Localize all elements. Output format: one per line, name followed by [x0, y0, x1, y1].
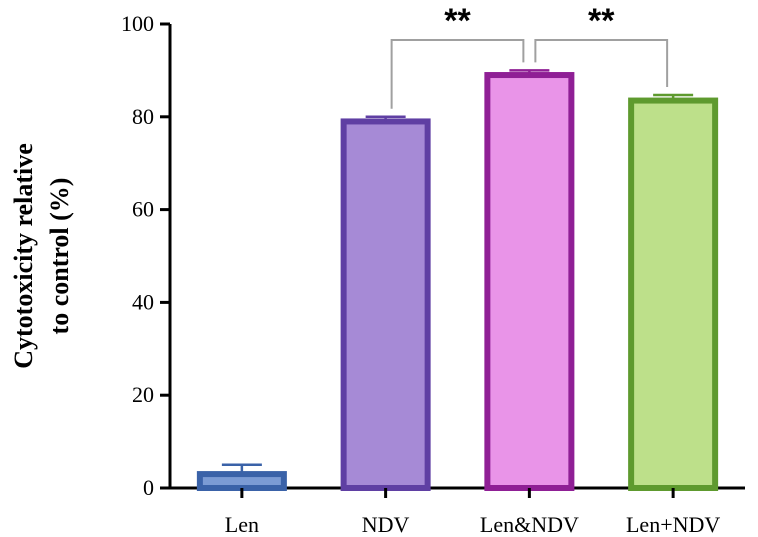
bar-3	[484, 72, 575, 491]
x-tick-label-1: Len	[225, 512, 259, 537]
y-tick-label-60: 60	[132, 197, 154, 222]
x-tick-label-4: Len+NDV	[626, 512, 720, 537]
x-tick-labels: Len NDV Len&NDV Len+NDV	[225, 488, 720, 537]
y-ticks: 0 20 40 60 80 100	[121, 11, 170, 500]
y-tick-label-0: 0	[143, 475, 154, 500]
x-tick-label-3: Len&NDV	[480, 512, 579, 537]
significance-label-2: **	[588, 2, 615, 40]
significance-brackets: ** **	[390, 2, 669, 109]
x-tick-label-2: NDV	[362, 512, 410, 537]
y-axis-label: Cytotoxicity relative to control (%)	[9, 143, 74, 369]
y-tick-label-20: 20	[132, 382, 154, 407]
significance-bracket-2	[534, 39, 669, 87]
significance-label-1: **	[444, 2, 471, 40]
significance-bracket-1	[390, 39, 525, 109]
bar-1	[196, 471, 287, 491]
y-axis-label-line-1: Cytotoxicity relative	[9, 143, 38, 369]
bar-4	[628, 97, 719, 491]
error-bars	[221, 69, 694, 475]
y-tick-label-80: 80	[132, 104, 154, 129]
y-tick-label-100: 100	[121, 11, 154, 36]
y-tick-label-40: 40	[132, 289, 154, 314]
bar-2	[340, 118, 431, 491]
y-axis-label-line-2: to control (%)	[45, 178, 74, 335]
bars	[196, 72, 719, 491]
